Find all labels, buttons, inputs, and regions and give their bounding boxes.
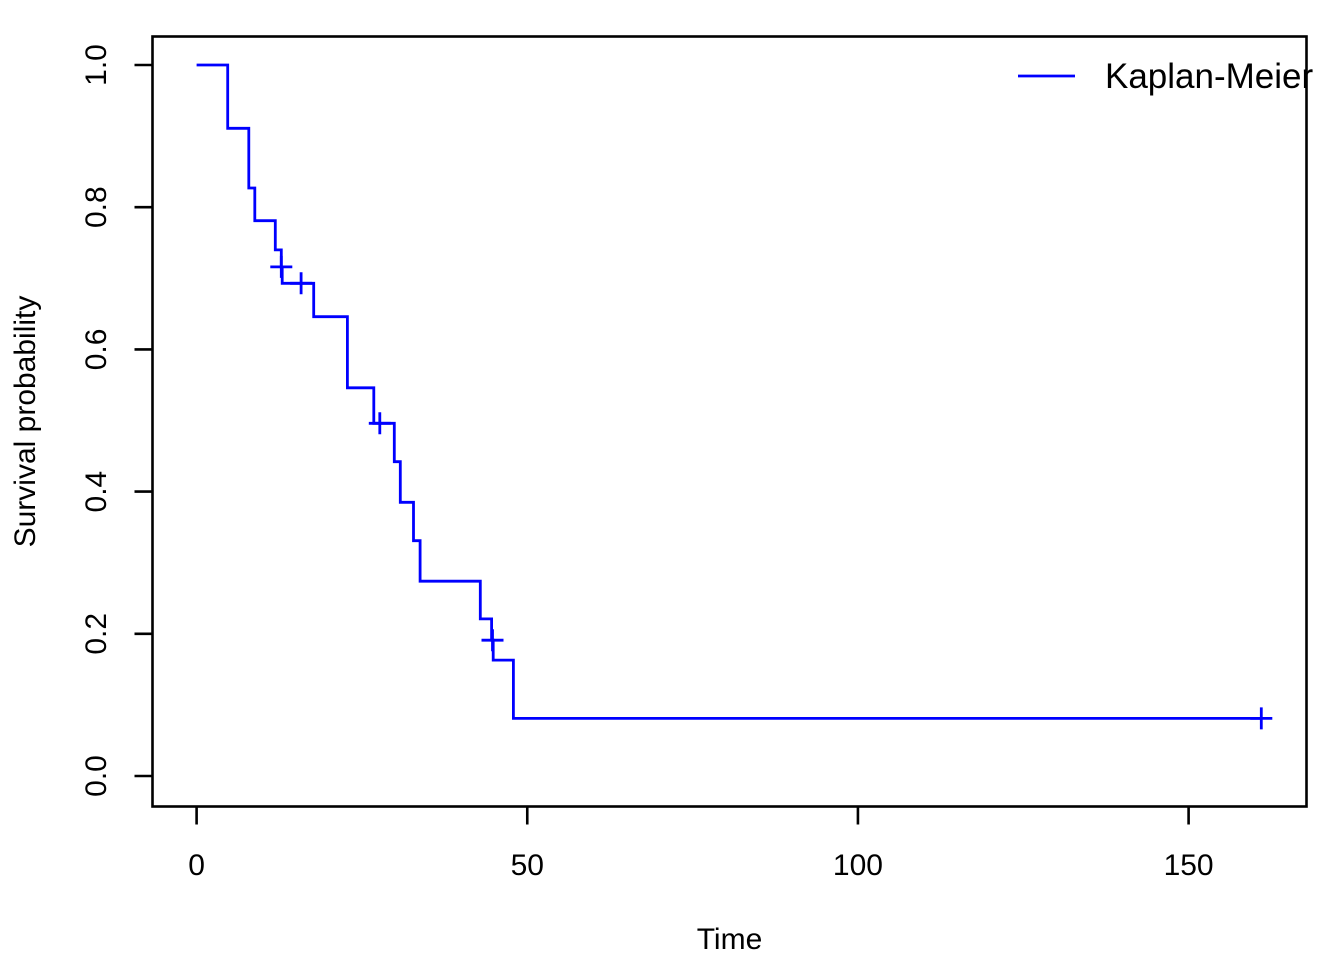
series-layer [196,63,1273,730]
km-curve [196,63,1262,720]
x-tick-label: 0 [188,849,205,882]
axes-layer: 0 50 100 150 0.0 0.2 0.4 0.6 0.8 1.0 [80,35,1308,882]
y-tick-label: 0.4 [80,471,113,513]
censor-mark [1250,707,1273,730]
y-tick-label: 0.8 [80,186,113,228]
y-tick-label: 0.6 [80,329,113,371]
censor-mark [481,629,504,652]
x-axis-title: Time [697,923,763,956]
legend: Kaplan-Meier [1018,57,1313,96]
censor-mark [290,272,313,295]
censor-mark [368,412,391,435]
legend-label: Kaplan-Meier [1105,57,1313,96]
y-axis-title: Survival probability [9,296,42,548]
y-tick-label: 0.2 [80,613,113,655]
y-tick-label: 1.0 [80,44,113,86]
censor-mark [270,255,293,278]
x-tick-label: 150 [1164,849,1214,882]
x-tick-label: 100 [833,849,883,882]
plot-border [151,35,1308,808]
x-tick-label: 50 [511,849,544,882]
y-tick-label: 0.0 [80,755,113,797]
